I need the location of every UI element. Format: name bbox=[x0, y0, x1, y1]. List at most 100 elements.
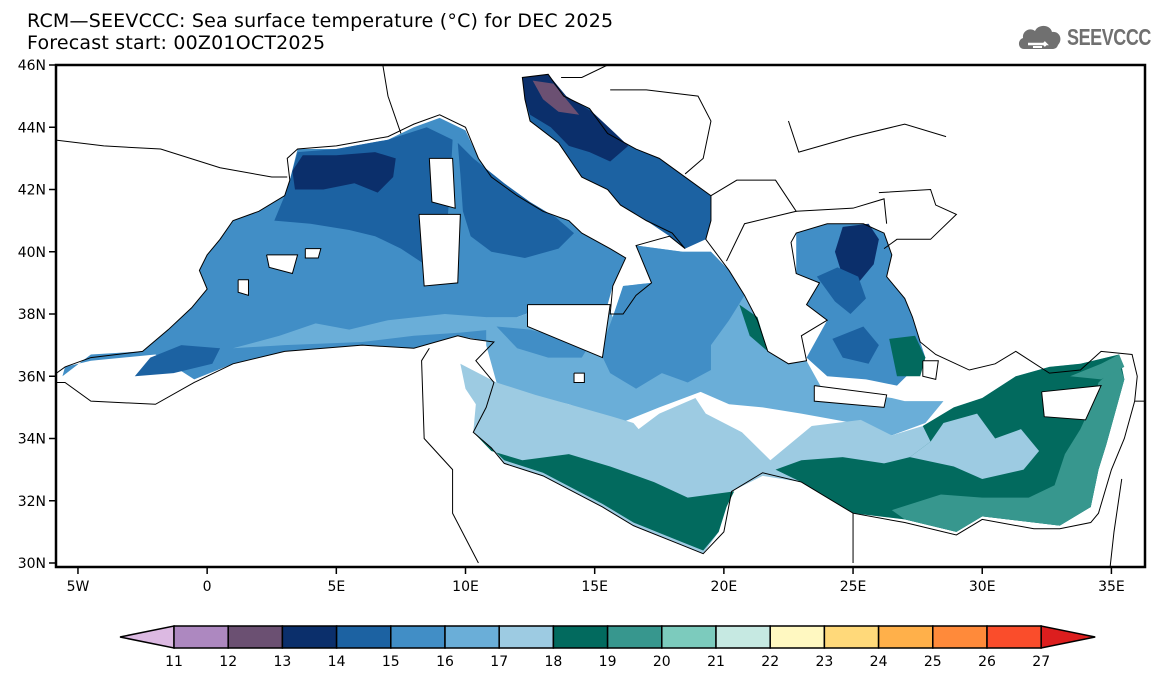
sst-iskenderun-20 bbox=[1070, 354, 1125, 380]
sst-east-levantine-20 bbox=[891, 363, 1125, 532]
lon-tick-label: 5W bbox=[67, 579, 90, 595]
lon-tick-label: 15E bbox=[581, 579, 608, 595]
island-coastline bbox=[527, 304, 611, 359]
sst-algerian-17 bbox=[232, 314, 492, 349]
lon-tick-label: 0 bbox=[203, 579, 212, 595]
colorbar-level-label: 21 bbox=[707, 654, 725, 670]
colorbar-level-label: 12 bbox=[219, 654, 237, 670]
sst-north-adriatic-13 bbox=[532, 80, 580, 115]
border-jordan bbox=[1109, 478, 1123, 567]
cloud-arrow-icon bbox=[1018, 25, 1061, 49]
colorbar-level-label: 23 bbox=[815, 654, 833, 670]
island bbox=[238, 279, 249, 296]
chart-title: RCM—SEEVCCC: Sea surface temperature (°C… bbox=[27, 10, 614, 32]
sst-alboran-15 bbox=[134, 345, 221, 377]
colorbar-level-label: 15 bbox=[382, 654, 400, 670]
colorbar-over-arrow bbox=[1040, 625, 1096, 649]
island-coastline bbox=[428, 157, 456, 209]
colorbar-level-label: 18 bbox=[544, 654, 562, 670]
colorbar-swatch bbox=[281, 625, 338, 649]
colorbar-level-label: 27 bbox=[1032, 654, 1050, 670]
colorbar-swatch bbox=[498, 625, 555, 649]
sst-dodecanese-19 bbox=[889, 335, 926, 377]
border-danube bbox=[787, 120, 947, 153]
border-greece-bulgaria bbox=[796, 198, 888, 224]
colorbar-swatch bbox=[552, 625, 609, 649]
island bbox=[266, 254, 298, 274]
lat-tick-label: 46N bbox=[18, 58, 46, 74]
colorbar-swatch bbox=[227, 625, 284, 649]
island bbox=[814, 385, 887, 408]
lat-tick-label: 40N bbox=[18, 245, 46, 261]
colorbar-swatch bbox=[715, 625, 771, 649]
island bbox=[419, 214, 461, 286]
sst-north-aegean-14 bbox=[834, 223, 879, 283]
colorbar-swatch bbox=[986, 625, 1042, 649]
lat-tick-label: 34N bbox=[18, 432, 46, 448]
sst-cyclades-15 bbox=[832, 326, 879, 364]
border-france-italy bbox=[382, 65, 402, 134]
sst-levantine-core-18 bbox=[909, 413, 1040, 479]
colorbar-under-arrow bbox=[119, 625, 175, 649]
colorbar-swatch bbox=[173, 625, 229, 649]
border-albania-macedonia bbox=[710, 179, 798, 262]
island bbox=[305, 248, 321, 258]
sst-ionian-16 bbox=[599, 245, 745, 389]
map-frame bbox=[54, 63, 1147, 569]
colorbar-level-label: 14 bbox=[328, 654, 346, 670]
forecast-start-subtitle: Forecast start: 00Z01OCT2025 bbox=[27, 32, 326, 54]
colorbar-swatch bbox=[661, 625, 717, 649]
colorbar-swatch bbox=[877, 625, 934, 649]
colorbar-swatch bbox=[390, 625, 446, 649]
border-bosnia bbox=[610, 89, 712, 175]
lon-tick-label: 25E bbox=[840, 579, 867, 595]
colorbar-swatch bbox=[932, 625, 988, 649]
sst-gulf-of-lion-14 bbox=[292, 152, 396, 193]
colorbar-level-label: 25 bbox=[924, 654, 942, 670]
lat-tick-label: 44N bbox=[18, 120, 46, 136]
colorbar-level-label: 17 bbox=[490, 654, 508, 670]
coastlines bbox=[56, 65, 1145, 567]
lon-tick-label: 30E bbox=[969, 579, 996, 595]
colorbar-level-label: 22 bbox=[761, 654, 779, 670]
sst-field bbox=[62, 74, 1125, 554]
lon-tick-label: 20E bbox=[711, 579, 738, 595]
seevccc-logo: SEEVCCC bbox=[1016, 22, 1165, 52]
island-coastline bbox=[266, 254, 299, 275]
island-coastline bbox=[922, 360, 939, 380]
island-coastline bbox=[813, 385, 888, 408]
colorbar-swatch bbox=[769, 625, 826, 649]
island bbox=[527, 304, 611, 358]
island-coastline bbox=[573, 372, 585, 383]
lon-tick-label: 35E bbox=[1098, 579, 1125, 595]
lon-tick-label: 5E bbox=[327, 579, 345, 595]
island-coastline bbox=[1041, 384, 1102, 421]
lon-tick-label: 10E bbox=[452, 579, 479, 595]
sst-mid-aegean-15 bbox=[816, 267, 866, 314]
colorbar-swatch bbox=[606, 625, 663, 649]
island bbox=[574, 373, 585, 383]
colorbar-swatch bbox=[444, 625, 500, 649]
border-tunisia bbox=[421, 347, 479, 564]
sst-libyan-coast-19 bbox=[473, 432, 735, 551]
longitude-axis: 5W 0 5E 10E 15E 20E 25E 30E 35E bbox=[67, 567, 1125, 595]
island-coastline bbox=[418, 213, 461, 287]
lat-tick-label: 30N bbox=[18, 556, 46, 572]
lat-tick-label: 42N bbox=[18, 183, 46, 199]
colorbar-level-label: 20 bbox=[653, 654, 671, 670]
lat-tick-label: 32N bbox=[18, 494, 46, 510]
colorbar-legend: 11 12 13 14 15 16 17 18 19 20 21 22 23 24 25 26 27 bbox=[119, 625, 1096, 670]
colorbar-swatch bbox=[335, 625, 392, 649]
sst-peloponnese-west-19 bbox=[739, 304, 768, 352]
lat-tick-label: 36N bbox=[18, 369, 46, 385]
lat-tick-label: 38N bbox=[18, 307, 46, 323]
island bbox=[1041, 385, 1102, 420]
sst-sicily-channel-16 bbox=[496, 326, 590, 358]
colorbar-level-label: 11 bbox=[165, 654, 183, 670]
colorbar-level-label: 13 bbox=[273, 654, 291, 670]
sst-tyrrhenian-15 bbox=[457, 142, 575, 258]
sst-ionian-17 bbox=[486, 245, 944, 436]
colorbar-level-label: 26 bbox=[978, 654, 996, 670]
island bbox=[922, 360, 939, 380]
